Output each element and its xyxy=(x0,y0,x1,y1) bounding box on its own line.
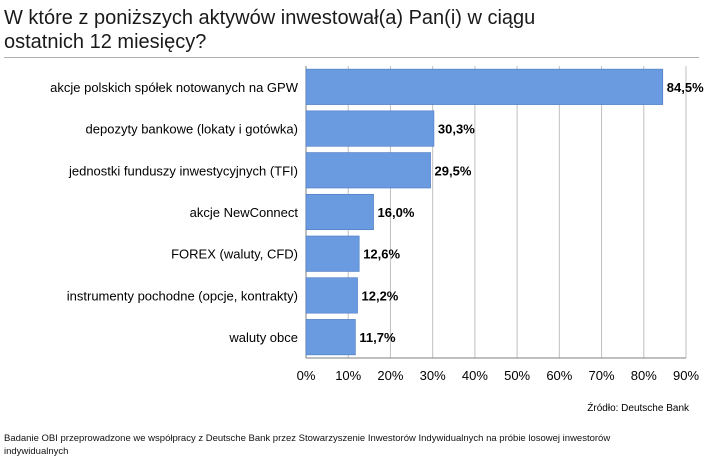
title-divider xyxy=(4,57,699,58)
x-tick-label: 50% xyxy=(504,368,530,383)
category-label: depozyty bankowe (lokaty i gotówka) xyxy=(86,122,298,137)
data-label: 12,2% xyxy=(362,288,399,303)
x-tick-label: 80% xyxy=(631,368,657,383)
bar xyxy=(305,277,358,314)
bar xyxy=(305,319,356,356)
x-tick-label: 70% xyxy=(589,368,615,383)
footnote: Badanie OBI przeprowadzone we współpracy… xyxy=(4,433,611,457)
x-tick-label: 20% xyxy=(377,368,403,383)
category-label: akcje NewConnect xyxy=(190,205,299,220)
chart-title: W które z poniższych aktywów inwestował(… xyxy=(4,7,536,53)
category-label: waluty obce xyxy=(228,330,298,345)
x-tick-label: 30% xyxy=(420,368,446,383)
bar xyxy=(305,110,435,147)
x-tick-label: 0% xyxy=(297,368,316,383)
x-tick-label: 90% xyxy=(673,368,699,383)
bar xyxy=(305,193,374,231)
x-tick-label: 40% xyxy=(462,368,488,383)
source-note: Źródło: Deutsche Bank xyxy=(587,403,689,414)
x-tick-label: 60% xyxy=(546,368,572,383)
data-label: 30,3% xyxy=(438,122,475,137)
category-label: jednostki funduszy inwestycyjnych (TFI) xyxy=(68,163,298,178)
data-label: 29,5% xyxy=(435,163,472,178)
x-tick-label: 10% xyxy=(335,368,361,383)
data-label: 16,0% xyxy=(378,205,415,220)
data-label: 12,6% xyxy=(363,247,400,262)
data-label: 84,5% xyxy=(667,80,704,95)
bar xyxy=(305,68,664,105)
bar xyxy=(305,235,360,272)
bar-chart: 0% 10% 20% 30% 40% 50% 60% 70% 80% 90% akcje polsk… xyxy=(50,66,704,383)
bar xyxy=(305,152,431,189)
category-label: FOREX (waluty, CFD) xyxy=(171,247,298,262)
data-label: 11,7% xyxy=(359,330,396,345)
category-label: instrumenty pochodne (opcje, kontrakty) xyxy=(67,288,298,303)
category-label: akcje polskich spółek notowanych na GPW xyxy=(50,80,299,95)
